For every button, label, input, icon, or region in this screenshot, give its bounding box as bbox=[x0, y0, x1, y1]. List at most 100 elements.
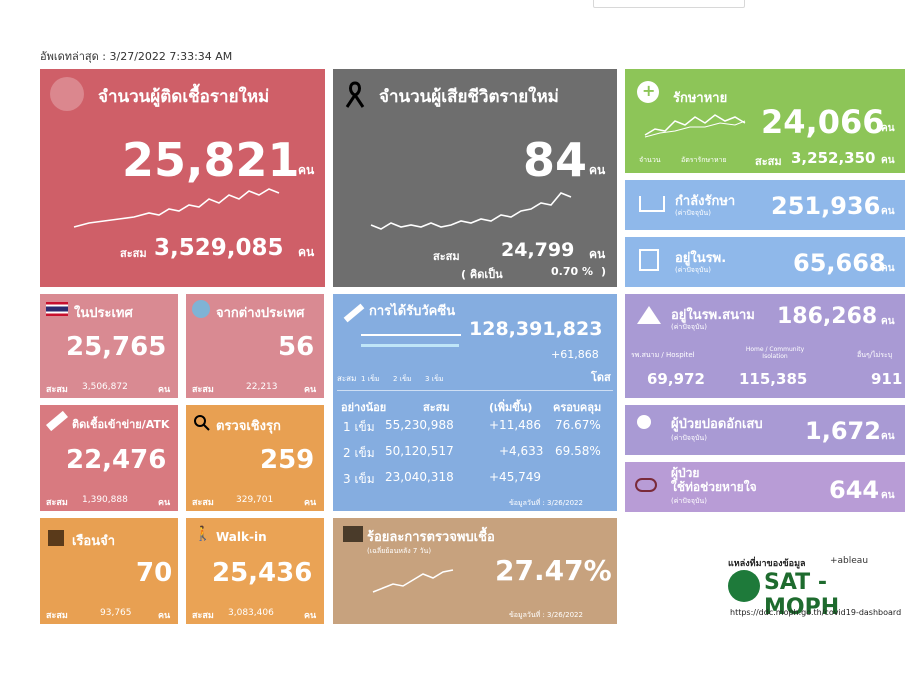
new-deaths-cum-value: 24,799 bbox=[501, 239, 575, 261]
field-col-2-label: Home / Community Isolation bbox=[745, 346, 805, 360]
domestic-cum-unit: คน bbox=[158, 385, 171, 395]
patient-icon bbox=[637, 415, 651, 429]
active-search-card: ตรวจเชิงรุก 259 สะสม 329,701 คน bbox=[186, 405, 324, 511]
active-search-cum-value: 329,701 bbox=[236, 495, 274, 505]
pneumonia-sub: (ค่าปัจจุบัน) bbox=[671, 434, 707, 442]
recovered-sparkline bbox=[644, 114, 746, 138]
ventilator-icon bbox=[635, 478, 657, 492]
hospital-icon bbox=[639, 249, 659, 271]
active-search-title: ตรวจเชิงรุก bbox=[216, 419, 281, 434]
vaccine-header-inc: (เพิ่มขึ้น) bbox=[489, 401, 533, 414]
recovered-legend-rate: อัตรารักษาหาย bbox=[681, 156, 727, 164]
active-search-value: 259 bbox=[260, 445, 315, 475]
abroad-cum-unit: คน bbox=[304, 385, 317, 395]
brand-name: SAT - MOPH bbox=[764, 570, 840, 620]
new-deaths-cum-unit: คน bbox=[589, 247, 606, 261]
vaccine-header-dose: อย่างน้อย bbox=[341, 401, 387, 414]
bed-icon bbox=[639, 196, 665, 212]
pneumonia-value: 1,672 bbox=[805, 417, 881, 445]
recovered-title: รักษาหาย bbox=[673, 91, 728, 106]
lab-test-icon bbox=[343, 526, 363, 542]
positivity-sparkline bbox=[372, 569, 454, 593]
ventilator-value: 644 bbox=[829, 476, 880, 504]
new-cases-cum-label: สะสม bbox=[120, 247, 147, 260]
abroad-value: 56 bbox=[278, 332, 315, 362]
source-url[interactable]: https://ddc.moph.go.th/covid19-dashboard bbox=[730, 608, 902, 617]
field-col-3-value: 911 bbox=[871, 370, 903, 388]
treating-card: กำลังรักษา (ค่าปัจจุบัน) 251,936 คน bbox=[625, 180, 905, 230]
vaccine-row-3-cum: 23,040,318 bbox=[385, 470, 454, 484]
ventilator-title-1: ผู้ป่วย bbox=[671, 466, 700, 480]
ventilator-unit: คน bbox=[881, 490, 895, 501]
ribbon-icon bbox=[345, 81, 365, 108]
ventilator-title-2: ใช้ท่อช่วยหายใจ bbox=[671, 480, 757, 494]
vaccine-legend-2: 2 เข็ม bbox=[393, 375, 412, 383]
jail-cum-label: สะสม bbox=[46, 611, 68, 621]
new-cases-cum-value: 3,529,085 bbox=[154, 235, 284, 261]
vaccine-row-2-cov: 69.58% bbox=[555, 444, 601, 458]
vaccine-legend-3: 3 เข็ม bbox=[425, 375, 444, 383]
atk-card: ติดเชื้อเข้าข่าย/ATK 22,476 สะสม 1,390,8… bbox=[40, 405, 178, 511]
virus-icon bbox=[50, 77, 84, 111]
atk-title: ติดเชื้อเข้าข่าย/ATK bbox=[72, 418, 170, 431]
walking-person-icon: 🚶 bbox=[194, 526, 212, 542]
vaccine-legend-prefix: สะสม bbox=[337, 374, 357, 383]
recovered-legend-count: จำนวน bbox=[639, 156, 661, 164]
vaccine-total: 128,391,823 bbox=[469, 318, 603, 340]
vaccine-row-1-inc: +11,486 bbox=[489, 418, 542, 432]
abroad-cum-label: สะสม bbox=[192, 385, 214, 395]
field-hospital-sub: (ค่าปัจจุบัน) bbox=[671, 323, 707, 331]
death-rate-value: 0.70 % bbox=[551, 265, 593, 278]
search-icon bbox=[194, 415, 210, 431]
walkin-card: 🚶 Walk-in 25,436 สะสม 3,083,406 คน bbox=[186, 518, 324, 624]
domestic-title: ในประเทศ bbox=[74, 306, 133, 321]
recovered-unit: คน bbox=[881, 123, 895, 134]
positivity-card: ร้อยละการตรวจพบเชื้อ (เฉลี่ยย้อนหลัง 7 ว… bbox=[333, 518, 617, 624]
recovered-cum-label: สะสม bbox=[755, 155, 782, 168]
vaccine-row-1-dose: 1 เข็ม bbox=[343, 420, 375, 434]
jail-card: เรือนจำ 70 สะสม 93,765 คน bbox=[40, 518, 178, 624]
field-hospital-value: 186,268 bbox=[777, 304, 878, 329]
pneumonia-card: ผู้ป่วยปอดอักเสบ (ค่าปัจจุบัน) 1,672 คน bbox=[625, 405, 905, 455]
recovered-card: + รักษาหาย 24,066 คน จำนวน อัตรารักษาหาย… bbox=[625, 69, 905, 173]
vaccine-bar-2 bbox=[361, 344, 459, 347]
in-hospital-card: อยู่ในรพ. (ค่าปัจจุบัน) 65,668 คน bbox=[625, 237, 905, 287]
recovered-value: 24,066 bbox=[761, 103, 885, 141]
field-col-1-value: 69,972 bbox=[647, 370, 705, 388]
walkin-cum-value: 3,083,406 bbox=[228, 608, 274, 618]
thai-flag-icon bbox=[46, 302, 68, 316]
atk-cum-unit: คน bbox=[158, 498, 171, 508]
in-hospital-value: 65,668 bbox=[793, 249, 886, 277]
vaccine-row-3-inc: +45,749 bbox=[489, 470, 542, 484]
field-hospital-unit: คน bbox=[881, 316, 895, 327]
treating-sub: (ค่าปัจจุบัน) bbox=[675, 209, 711, 217]
new-cases-cum-unit: คน bbox=[298, 245, 315, 259]
source-label: แหล่งที่มาของข้อมูล bbox=[728, 559, 806, 569]
filter-box[interactable] bbox=[593, 0, 745, 8]
tableau-logo: +ableau bbox=[830, 556, 869, 566]
positivity-value: 27.47% bbox=[495, 554, 612, 587]
walkin-cum-label: สะสม bbox=[192, 611, 214, 621]
recovered-cum-value: 3,252,350 bbox=[791, 149, 876, 167]
syringe-icon bbox=[343, 303, 365, 323]
vaccine-row-1-cum: 55,230,988 bbox=[385, 418, 454, 432]
walkin-title: Walk-in bbox=[216, 530, 267, 544]
new-deaths-card: จำนวนผู้เสียชีวิตรายใหม่ 84 คน สะสม 24,7… bbox=[333, 69, 617, 287]
recovered-cum-unit: คน bbox=[881, 155, 895, 166]
domestic-cum-value: 3,506,872 bbox=[82, 382, 128, 392]
new-cases-unit: คน bbox=[298, 163, 315, 177]
domestic-card: ในประเทศ 25,765 สะสม 3,506,872 คน bbox=[40, 294, 178, 398]
abroad-card: จากต่างประเทศ 56 สะสม 22,213 คน bbox=[186, 294, 324, 398]
new-deaths-title: จำนวนผู้เสียชีวิตรายใหม่ bbox=[379, 87, 559, 107]
new-cases-sparkline bbox=[73, 188, 280, 228]
vaccine-row-2-inc: +4,633 bbox=[499, 444, 544, 458]
vaccine-row-3-dose: 3 เข็ม bbox=[343, 472, 375, 486]
jail-title: เรือนจำ bbox=[72, 534, 116, 549]
treating-unit: คน bbox=[881, 206, 895, 217]
atk-test-icon bbox=[46, 410, 68, 432]
atk-cum-label: สะสม bbox=[46, 498, 68, 508]
vaccine-row-2-cum: 50,120,517 bbox=[385, 444, 454, 458]
domestic-cum-label: สะสม bbox=[46, 385, 68, 395]
active-search-cum-label: สะสม bbox=[192, 498, 214, 508]
vaccine-row-2-dose: 2 เข็ม bbox=[343, 446, 375, 460]
